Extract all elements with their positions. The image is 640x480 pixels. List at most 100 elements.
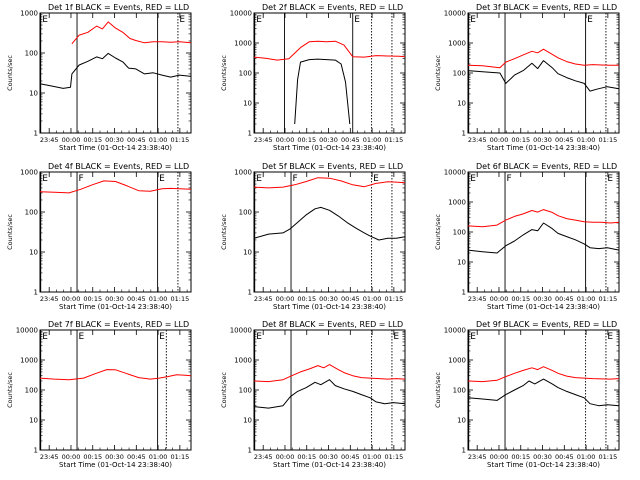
y-tick-label: 1000 [448,357,466,365]
x-tick-label: 00:30 [105,453,124,461]
x-tick-label: 23:45 [254,295,273,303]
y-axis: 1 10 100 1000 10000 [444,169,619,297]
y-tick-label: 1 [248,289,252,297]
y-tick-label: 1 [462,447,466,455]
x-tick-label: 00:30 [319,295,338,303]
time-marker-label: E [159,332,165,342]
x-tick-label: 00:00 [62,295,81,303]
y-tick-label: 1 [462,289,466,297]
x-tick-label: 01:00 [149,136,168,144]
y-axis-label: Counts/sec [434,55,442,91]
plot-frame [467,12,620,134]
y-tick-label: 10 [29,249,38,257]
panel-det-4: Det 4f BLACK = Events, RED = LLD 1 10 100 10… [6,162,192,311]
time-marker-label: E [79,332,85,342]
x-tick-label: 00:45 [555,295,574,303]
x-tick-label: 00:00 [490,295,509,303]
x-tick-label: 01:00 [363,295,382,303]
x-tick-label: 00:45 [127,453,146,461]
x-axis: 23:45 00:00 00:15 00:30 00:45 01:00 01:15 [254,330,403,461]
y-tick-label: 10 [243,249,252,257]
y-tick-label: 1000 [234,40,252,48]
time-marker-label: E [587,15,593,25]
x-tick-label: 01:00 [577,295,596,303]
x-tick-label: 00:30 [319,136,338,144]
x-tick-label: 23:45 [40,295,59,303]
x-tick-label: 23:45 [468,453,487,461]
x-tick-label: 01:00 [149,295,168,303]
y-tick-label: 100 [453,387,466,395]
time-marker-label: E [42,174,48,184]
x-axis-label: Start Time (01-Oct-14 23:38:40) [487,303,600,311]
x-tick-label: 01:15 [170,453,189,461]
panel-det-5: Det 5f BLACK = Events, RED = LLD 1 10 100 10… [220,162,406,311]
x-tick-label: 00:00 [62,136,81,144]
y-axis-label: Counts/sec [6,55,14,91]
y-tick-label: 10000 [444,169,466,177]
time-marker-label: E [393,332,399,342]
lld-series-line [253,364,406,383]
y-tick-label: 1 [34,130,38,138]
x-tick-label: 01:15 [598,136,617,144]
panel-det-2: Det 2f BLACK = Events, RED = LLD 1 10 100 10… [220,3,406,152]
time-marker-label: E [42,332,48,342]
lld-series-line [71,21,192,45]
y-axis: 1 10 100 1000 10000 [230,10,405,138]
y-axis-label: Counts/sec [6,372,14,408]
x-axis-label: Start Time (01-Oct-14 23:38:40) [59,144,172,152]
events-series-line [253,206,406,241]
y-axis-label: Counts/sec [220,55,228,91]
y-tick-label: 1 [248,130,252,138]
lld-series-line [39,369,192,381]
y-tick-label: 10 [457,259,466,267]
y-tick-label: 10000 [444,327,466,335]
y-tick-label: 10 [243,100,252,108]
panel-det-8: Det 8f BLACK = Events, RED = LLD 1 10 100 10… [220,320,406,469]
x-tick-label: 01:15 [598,295,617,303]
panel-title: Det 7f BLACK = Events, RED = LLD [48,320,189,329]
time-marker-label: E [159,174,165,184]
events-series-line [39,52,192,89]
x-tick-label: 01:15 [384,453,403,461]
y-tick-label: 1 [34,447,38,455]
x-tick-label: 01:00 [363,453,382,461]
panel-det-6: Det 6f BLACK = Events, RED = LLD 1 10 100 10… [434,162,620,311]
x-axis: 23:45 00:00 00:15 00:30 00:45 01:00 01:15 [40,13,189,144]
events-series-line [467,378,620,407]
x-tick-label: 00:15 [83,295,102,303]
time-marker-label: E [470,174,476,184]
y-axis: 1 10 100 1000 10000 [230,327,405,455]
lld-series-line [467,209,620,228]
x-axis: 23:45 00:00 00:15 00:30 00:45 01:00 01:15 [40,330,189,461]
y-tick-label: 100 [239,70,252,78]
x-tick-label: 00:30 [533,295,552,303]
x-tick-label: 00:15 [297,295,316,303]
x-tick-label: 01:15 [598,453,617,461]
plot-frame [253,329,406,451]
x-tick-label: 00:00 [276,453,295,461]
x-tick-label: 23:45 [40,453,59,461]
x-tick-label: 00:30 [105,136,124,144]
x-tick-label: 01:00 [577,453,596,461]
panel-title: Det 6f BLACK = Events, RED = LLD [476,162,617,171]
panel-title: Det 5f BLACK = Events, RED = LLD [262,162,403,171]
time-marker-label: E [607,332,613,342]
x-axis-label: Start Time (01-Oct-14 23:38:40) [59,461,172,469]
plot-frame [253,12,406,134]
y-tick-label: 10 [457,100,466,108]
time-marker-label: E [42,15,48,25]
x-tick-label: 00:45 [555,453,574,461]
lld-series-line [39,180,192,194]
y-axis: 1 10 100 1000 [20,169,191,297]
time-marker-label: F [507,174,512,184]
x-axis: 23:45 00:00 00:15 00:30 00:45 01:00 01:15 [254,172,403,303]
y-axis: 1 10 100 1000 10000 [444,327,619,455]
y-axis: 1 10 100 1000 10000 [16,327,191,455]
x-tick-label: 00:45 [555,136,574,144]
y-tick-label: 10 [457,417,466,425]
x-tick-label: 01:15 [384,295,403,303]
y-axis-label: Counts/sec [434,372,442,408]
x-tick-label: 00:45 [127,295,146,303]
panel-title: Det 1f BLACK = Events, RED = LLD [48,3,189,12]
events-series-line [467,222,620,254]
